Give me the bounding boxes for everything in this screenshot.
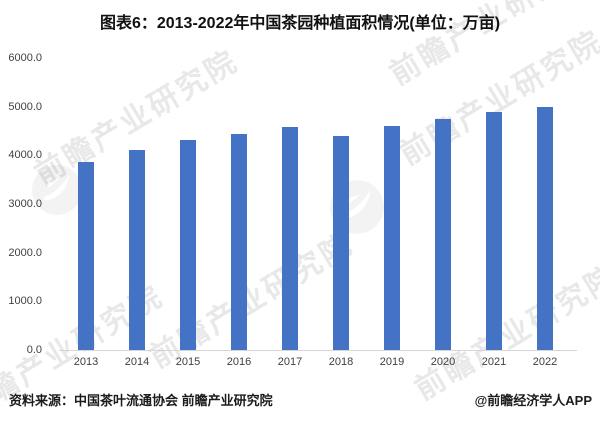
x-tick-label: 2022	[532, 356, 558, 368]
bar-2021	[486, 111, 502, 350]
bar-2014	[129, 149, 145, 350]
y-tick-label: 6000.0	[8, 52, 42, 64]
x-axis-line	[59, 350, 577, 351]
x-tick-label: 2018	[328, 356, 354, 368]
x-tick-label: 2021	[481, 356, 507, 368]
footer: 资料来源：中国茶叶流通协会 前瞻产业研究院 @前瞻经济学人APP	[9, 390, 592, 409]
x-tick-label: 2019	[379, 356, 405, 368]
x-tick-label: 2016	[226, 356, 252, 368]
x-tick-label: 2015	[175, 356, 201, 368]
y-tick-label: 3000.0	[8, 198, 42, 210]
bar-2019	[384, 126, 400, 350]
bar-2018	[333, 136, 349, 350]
x-tick-label: 2013	[73, 356, 99, 368]
y-tick-label: 4000.0	[8, 149, 42, 162]
watermark-text: 前瞻产业研究院	[409, 259, 600, 407]
bar-2013	[78, 161, 94, 350]
watermark-text: 前瞻产业研究院	[144, 227, 360, 375]
x-tick-label: 2014	[124, 356, 150, 368]
app-credit: @前瞻经济学人APP	[474, 393, 592, 408]
chart-title: 图表6：2013-2022年中国茶园种植面积情况(单位：万亩)	[99, 15, 501, 32]
y-tick-label: 0.0	[26, 344, 42, 356]
y-tick-label: 2000.0	[8, 246, 42, 259]
bar-2017	[282, 126, 298, 350]
source-note: 资料来源：中国茶叶流通协会 前瞻产业研究院	[9, 393, 273, 408]
x-tick-label: 2020	[430, 356, 456, 368]
y-tick-label: 1000.0	[8, 295, 42, 308]
y-tick-label: 5000.0	[8, 100, 42, 113]
x-tick-label: 2017	[277, 356, 303, 368]
bar-2016	[231, 133, 247, 350]
bar-2022	[537, 106, 553, 350]
bar-2020	[435, 118, 451, 350]
bar-2015	[180, 139, 196, 350]
